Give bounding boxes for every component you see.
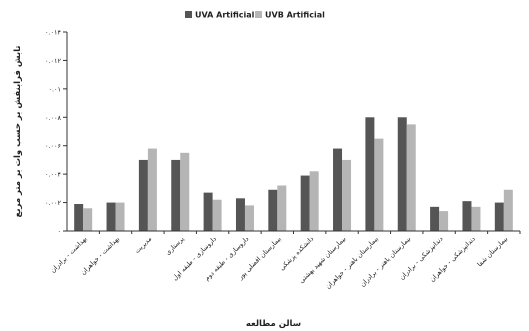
y-tick-label: ۰.۰۰۴ <box>45 171 62 179</box>
bar-uva <box>300 175 310 231</box>
bar-uvb <box>406 124 416 231</box>
y-tick-label: ۰.۰۰۶ <box>45 142 61 150</box>
y-tick-label: ۰.۰۱۲ <box>45 57 62 65</box>
y-axis: ۰ ۰.۰۰۲ ۰.۰۰۴ ۰.۰۰۶ ۰.۰۰۸ ۰.۰۱ ۰.۰۱۲ ۰.۰۱۴ <box>45 29 68 236</box>
bar-uvb <box>147 148 157 231</box>
bar-uva <box>268 189 278 231</box>
legend-swatch <box>185 11 192 18</box>
bar-uva <box>462 201 472 231</box>
bar-uva <box>106 202 116 231</box>
y-tick-label: ۰ <box>58 228 62 236</box>
legend-label: UVA Artificial <box>195 11 255 20</box>
bar-uva <box>74 203 84 231</box>
legend-label: UVB Artificial <box>265 11 325 20</box>
bar-uvb <box>277 185 287 231</box>
bar-uva <box>494 202 504 231</box>
bar-uvb <box>374 138 384 231</box>
y-tick-label: ۰.۰۰۲ <box>45 199 62 207</box>
bar-uvb <box>180 152 190 231</box>
bar-uva <box>397 117 407 231</box>
y-axis-title: تابش فرابنفش بر حسب وات بر متر مربع <box>13 46 23 218</box>
bar-uvb <box>212 199 222 231</box>
bar-uvb <box>471 206 481 231</box>
bar-uvb <box>439 211 449 231</box>
legend-swatch <box>255 11 262 18</box>
y-tick-label: ۰.۰۱ <box>48 85 61 93</box>
bars <box>74 117 513 231</box>
bar-uvb <box>244 205 254 231</box>
bar-uva <box>138 159 148 231</box>
x-category-label: بیمارستان شفا <box>476 235 510 269</box>
bar-uva <box>203 192 213 231</box>
bar-uvb <box>309 171 319 231</box>
x-category-label: مدیریت <box>133 235 153 255</box>
bar-uva <box>171 159 181 231</box>
legend: UVA Artificial UVB Artificial <box>185 11 325 20</box>
bar-uva <box>430 206 440 231</box>
bar-uvb <box>115 202 125 231</box>
y-tick-label: ۰.۰۰۸ <box>45 114 62 122</box>
x-category-label: پرستاری <box>164 235 186 257</box>
bar-uvb <box>83 208 93 231</box>
y-tick-label: ۰.۰۱۴ <box>45 29 62 37</box>
bar-uva <box>365 117 375 231</box>
bar-uvb <box>342 159 352 231</box>
bar-uvb <box>503 189 513 231</box>
bar-uva <box>333 148 343 231</box>
x-axis-title: سالن مطالعه <box>246 319 301 329</box>
bar-uva <box>235 198 245 231</box>
